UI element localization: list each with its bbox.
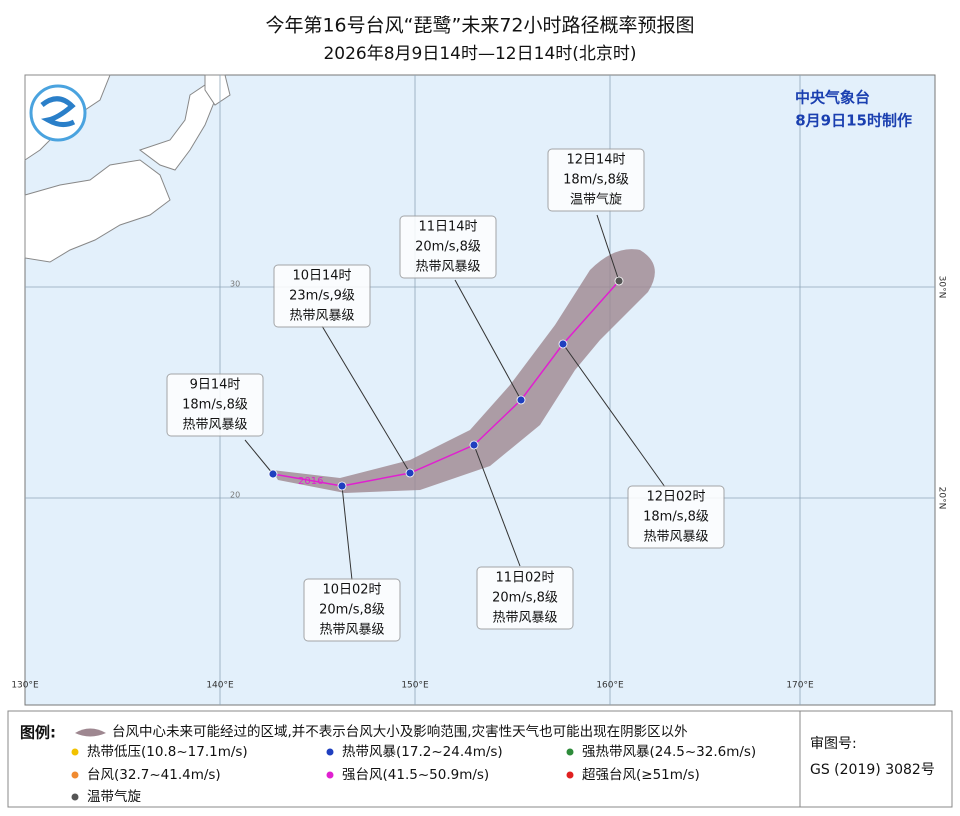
callout-time: 10日14时	[292, 269, 351, 284]
track-point	[337, 481, 347, 491]
legend-dot	[71, 771, 79, 779]
callout-time: 12日02时	[646, 490, 705, 505]
track-point	[268, 469, 278, 479]
legend-label: 热带低压(10.8~17.1m/s)	[87, 744, 248, 760]
approval-label: 审图号:	[810, 736, 857, 752]
callout-box	[547, 148, 645, 212]
logo-mark	[40, 96, 76, 128]
callout-box	[166, 373, 264, 437]
callout-category: 热带风暴级	[492, 611, 557, 626]
callout-category: 热带风暴级	[289, 309, 354, 324]
lon-label: 130°E	[11, 681, 39, 691]
issuer: 中央气象台	[795, 89, 870, 107]
legend-label: 强热带风暴(24.5~32.6m/s)	[582, 744, 756, 760]
lon-label: 170°E	[786, 681, 814, 691]
issue-time: 8月9日15时制作	[795, 112, 912, 130]
callout-wind: 23m/s,9级	[289, 289, 355, 304]
callout-wind: 20m/s,8级	[492, 591, 558, 606]
callout-time: 11日14时	[418, 220, 477, 235]
logo	[29, 84, 87, 142]
callout-box	[627, 485, 725, 549]
legend-label: 强台风(41.5~50.9m/s)	[342, 767, 489, 783]
track-point	[614, 276, 624, 286]
legend-box	[7, 710, 953, 808]
callout-time: 10日02时	[322, 583, 381, 598]
callout-line	[562, 343, 666, 488]
legend-cone-text: 台风中心未来可能经过的区域,并不表示台风大小及影响范围,灾害性天气也可能出现在阴…	[112, 723, 688, 740]
callout-box	[399, 215, 497, 279]
callout-time: 11日02时	[495, 571, 554, 586]
callout-category: 热带风暴级	[319, 623, 384, 638]
callout-category: 热带风暴级	[643, 530, 708, 545]
lon-label: 150°E	[401, 681, 429, 691]
track-point	[558, 339, 568, 349]
approval-number: GS (2019) 3082号	[810, 762, 935, 778]
callout-wind: 20m/s,8级	[415, 240, 481, 255]
legend-cone-icon	[75, 728, 106, 737]
legend-label: 温带气旋	[87, 789, 141, 805]
callout-category: 热带风暴级	[415, 260, 480, 275]
track-id: 2016	[298, 476, 323, 487]
title: 今年第16号台风“琵鹭”未来72小时路径概率预报图	[265, 15, 694, 37]
legend-dot	[71, 793, 79, 801]
callout-line	[596, 214, 620, 282]
legend-dot	[71, 748, 79, 756]
callout-line	[454, 279, 522, 401]
callout-line	[321, 325, 411, 474]
callout-category: 温带气旋	[570, 192, 622, 208]
legend-title: 图例:	[20, 724, 56, 742]
callout-time: 9日14时	[190, 378, 241, 393]
callout-wind: 18m/s,8级	[643, 510, 709, 525]
callout-box	[273, 264, 371, 328]
legend-dot	[326, 771, 334, 779]
track-point	[516, 395, 526, 405]
legend-label: 热带风暴(17.2~24.4m/s)	[342, 744, 503, 760]
callout-wind: 20m/s,8级	[319, 603, 385, 618]
lat-label: 20°N	[937, 487, 947, 510]
legend-dot	[326, 748, 334, 756]
callout-box	[476, 566, 574, 630]
lat-inner-label: 30	[230, 280, 240, 289]
callout-line	[341, 485, 353, 581]
callout-category: 热带风暴级	[182, 418, 247, 433]
callout-box	[303, 578, 401, 642]
track-point	[469, 440, 479, 450]
lat-label: 30°N	[937, 276, 947, 299]
legend-dot	[566, 771, 574, 779]
callout-time: 12日14时	[566, 153, 625, 168]
lat-inner-label: 20	[230, 491, 240, 500]
legend-label: 台风(32.7~41.4m/s)	[87, 767, 221, 783]
callout-wind: 18m/s,8级	[182, 398, 248, 413]
track-point	[405, 468, 415, 478]
lon-label: 140°E	[206, 681, 234, 691]
legend-label: 超强台风(≥51m/s)	[582, 767, 700, 783]
lon-label: 160°E	[596, 681, 624, 691]
callout-line	[473, 444, 521, 567]
callout-wind: 18m/s,8级	[563, 173, 629, 188]
subtitle: 2026年8月9日14时—12日14时(北京时)	[323, 44, 636, 64]
callout-line	[244, 439, 274, 475]
legend-dot	[566, 748, 574, 756]
